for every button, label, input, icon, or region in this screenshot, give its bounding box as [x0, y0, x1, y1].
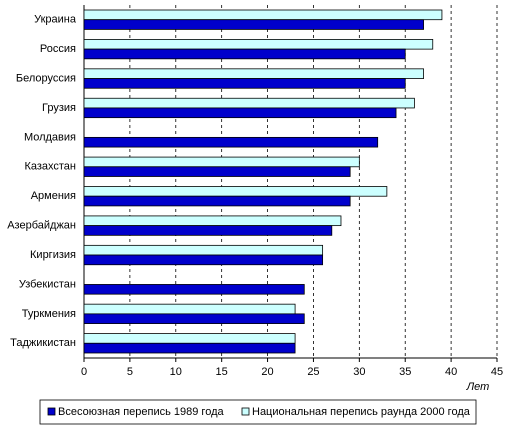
bar — [83, 19, 424, 30]
bar — [83, 284, 305, 295]
y-tick-label: Грузия — [42, 102, 76, 114]
bar — [83, 39, 434, 50]
bar — [83, 244, 324, 256]
x-tick-label: 20 — [261, 366, 273, 378]
x-tick-label: 40 — [445, 366, 457, 378]
bar — [83, 156, 360, 168]
x-tick-label: 45 — [491, 366, 503, 378]
y-tick-label: Туркмения — [22, 308, 76, 320]
bar — [83, 313, 305, 324]
y-tick-label: Казахстан — [24, 161, 76, 173]
legend-box — [39, 399, 477, 425]
bar — [83, 97, 415, 109]
x-tick-label: 30 — [353, 366, 365, 378]
bar — [83, 215, 342, 227]
bar — [83, 225, 333, 236]
legend-swatch — [241, 407, 250, 416]
x-tick-label: 15 — [216, 366, 228, 378]
y-tick-label: Россия — [40, 43, 76, 55]
y-tick-label: Азербайджан — [7, 220, 76, 232]
y-tick-label: Таджикистан — [10, 337, 76, 349]
bar — [83, 333, 296, 344]
x-tick-label: 0 — [81, 366, 87, 378]
bar — [83, 78, 406, 89]
y-tick-label: Узбекистан — [19, 278, 76, 290]
x-axis-label: Лет — [466, 381, 490, 393]
bar — [83, 195, 351, 207]
y-tick-label: Киргизия — [30, 249, 76, 261]
bar — [83, 136, 379, 148]
y-tick-label: Армения — [31, 190, 76, 202]
x-tick-label: 25 — [307, 366, 319, 378]
bar — [83, 186, 388, 197]
bar — [83, 342, 296, 354]
x-tick-label: 10 — [170, 366, 182, 378]
bar — [83, 303, 296, 315]
y-tick-label: Белоруссия — [16, 72, 76, 84]
legend-label: Национальная перепись раунда 2000 года — [252, 406, 471, 418]
legend-label: Всесоюзная перепись 1989 года — [58, 406, 224, 418]
bar — [83, 9, 443, 21]
x-tick-label: 5 — [127, 366, 133, 378]
bar — [83, 68, 424, 79]
y-tick-label: Молдавия — [24, 131, 76, 143]
legend-swatch — [47, 407, 56, 416]
bar — [83, 48, 406, 60]
y-tick-label: Украина — [34, 14, 77, 26]
bar — [83, 166, 351, 177]
bar — [83, 107, 397, 119]
bar — [83, 254, 324, 266]
x-tick-label: 35 — [399, 366, 411, 378]
